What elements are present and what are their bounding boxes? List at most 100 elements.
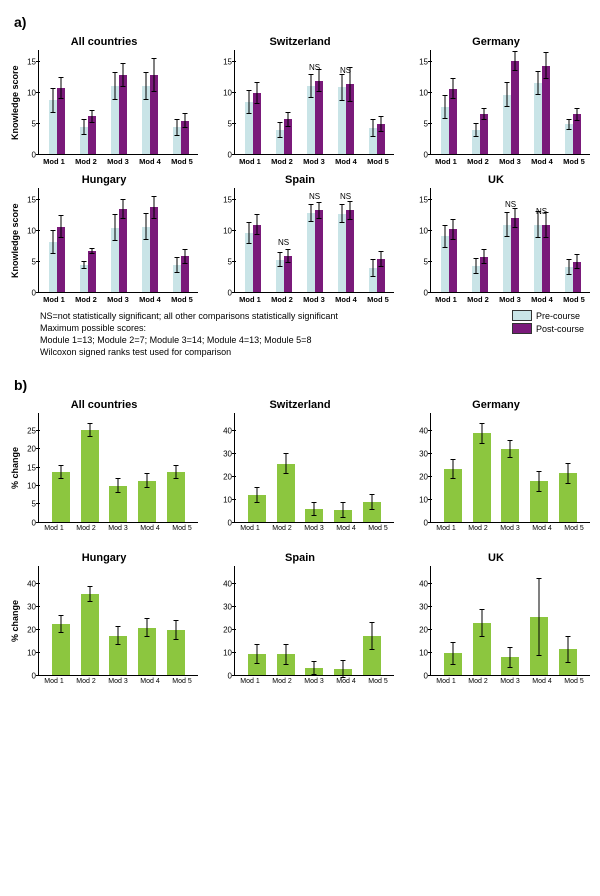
y-tick: 10 xyxy=(419,227,428,236)
bar-group xyxy=(565,114,581,154)
bar-group: NS xyxy=(307,210,323,292)
y-axis-label xyxy=(402,188,414,293)
bar-group xyxy=(173,121,189,154)
pre-bar xyxy=(534,225,542,292)
x-label: Mod 5 xyxy=(362,678,394,685)
x-label: Mod 1 xyxy=(38,678,70,685)
x-label: Mod 1 xyxy=(430,157,462,166)
legend: Pre-course Post-course xyxy=(512,310,584,336)
chart-title: UK xyxy=(402,552,590,564)
bar-group xyxy=(173,256,189,292)
pre-bar xyxy=(142,227,150,292)
pre-bar xyxy=(276,130,284,154)
y-tick: 30 xyxy=(419,602,428,611)
y-tick: 10 xyxy=(27,481,36,490)
x-label: Mod 5 xyxy=(558,295,590,304)
y-tick: 5 xyxy=(228,120,232,129)
chart-title: Switzerland xyxy=(206,36,394,48)
post-bar xyxy=(57,88,65,154)
y-tick: 10 xyxy=(223,648,232,657)
post-bar xyxy=(284,119,292,154)
post-bar xyxy=(480,257,488,292)
x-label: Mod 3 xyxy=(102,525,134,532)
post-bar xyxy=(542,225,550,292)
legend-swatch xyxy=(512,323,532,334)
x-label: Mod 3 xyxy=(494,295,526,304)
change-bar xyxy=(501,449,519,522)
bar-group xyxy=(534,66,550,154)
y-tick: 0 xyxy=(424,151,428,160)
x-label: Mod 4 xyxy=(134,157,166,166)
x-label: Mod 4 xyxy=(526,157,558,166)
change-bar xyxy=(52,472,70,522)
x-label: Mod 4 xyxy=(330,678,362,685)
change-bar xyxy=(248,654,266,675)
post-bar xyxy=(57,227,65,292)
post-bar xyxy=(150,207,158,292)
y-tick: 10 xyxy=(223,227,232,236)
chart-title: All countries xyxy=(10,36,198,48)
post-bar xyxy=(449,229,457,292)
y-axis-label xyxy=(206,566,218,676)
change-bar xyxy=(109,636,127,675)
post-bar xyxy=(253,93,261,154)
y-axis-label xyxy=(402,50,414,155)
y-tick: 20 xyxy=(27,445,36,454)
y-tick: 5 xyxy=(424,120,428,129)
pre-bar xyxy=(80,127,88,154)
chart-title: Spain xyxy=(206,174,394,186)
y-tick: 15 xyxy=(27,58,36,67)
change-bar xyxy=(167,630,185,675)
pre-bar xyxy=(565,267,573,292)
legend-label: Post-course xyxy=(536,324,584,334)
change-bar xyxy=(81,594,99,674)
x-label: Mod 5 xyxy=(362,525,394,532)
y-tick: 0 xyxy=(424,289,428,298)
post-bar xyxy=(377,124,385,154)
bar-group xyxy=(472,257,488,292)
post-bar xyxy=(377,259,385,292)
ns-label: NS xyxy=(278,238,289,247)
post-bar xyxy=(346,210,354,292)
bar-group xyxy=(111,209,127,292)
y-tick: 30 xyxy=(419,449,428,458)
chart-germany: Germany051015Mod 1Mod 2Mod 3Mod 4Mod 5 xyxy=(402,36,590,166)
panel-a-label: a) xyxy=(14,14,590,30)
x-label: Mod 2 xyxy=(70,678,102,685)
chart-title: Germany xyxy=(402,399,590,411)
y-tick: 10 xyxy=(419,495,428,504)
panel-a: a) All countriesKnowledge score051015Mod… xyxy=(10,14,590,359)
x-label: Mod 2 xyxy=(70,295,102,304)
y-axis-label xyxy=(206,50,218,155)
bar-group xyxy=(441,89,457,154)
y-tick: 0 xyxy=(32,289,36,298)
chart-title: Hungary xyxy=(10,552,198,564)
post-bar xyxy=(88,251,96,292)
change-bar xyxy=(138,481,156,522)
legend-label: Pre-course xyxy=(536,311,580,321)
y-tick: 40 xyxy=(223,579,232,588)
y-tick: 5 xyxy=(32,120,36,129)
post-bar xyxy=(573,262,581,292)
y-tick: 15 xyxy=(223,196,232,205)
panel-a-notes: NS=not statistically significant; all ot… xyxy=(40,310,590,359)
change-bar xyxy=(501,657,519,674)
post-bar xyxy=(542,66,550,154)
change-bar xyxy=(444,469,462,522)
x-label: Mod 3 xyxy=(298,525,330,532)
legend-swatch xyxy=(512,310,532,321)
pre-bar xyxy=(49,100,57,154)
x-label: Mod 4 xyxy=(134,295,166,304)
legend-item: Post-course xyxy=(512,323,584,334)
y-tick: 0 xyxy=(32,518,36,527)
bar-group xyxy=(142,75,158,154)
x-label: Mod 2 xyxy=(266,295,298,304)
x-label: Mod 3 xyxy=(494,157,526,166)
chart-title: Switzerland xyxy=(206,399,394,411)
y-tick: 15 xyxy=(223,58,232,67)
bar-group xyxy=(245,225,261,292)
post-bar xyxy=(315,210,323,292)
pre-bar xyxy=(472,130,480,154)
pre-bar xyxy=(173,265,181,292)
x-label: Mod 1 xyxy=(38,295,70,304)
